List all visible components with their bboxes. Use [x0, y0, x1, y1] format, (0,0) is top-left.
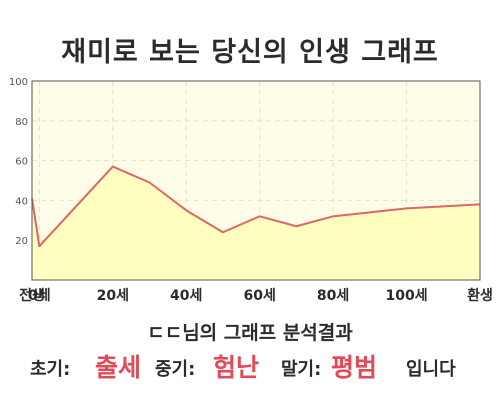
mid-label: 중기:	[155, 359, 196, 380]
x-tick-label: 20세	[97, 288, 129, 304]
ending-text: 입니다	[406, 359, 456, 380]
mid-value: 험난	[213, 353, 260, 382]
y-tick-label: 20	[15, 236, 28, 247]
page-title: 재미로 보는 당신의 인생 그래프	[61, 37, 439, 68]
summary-heading: ㄷㄷ님의 그래프 분석결과	[147, 322, 353, 344]
y-tick-label: 60	[15, 157, 28, 168]
area-fill	[32, 166, 480, 280]
x-tick-label: 0세	[28, 288, 51, 304]
x-tick-label: 60세	[243, 288, 275, 304]
early-value: 출세	[95, 353, 142, 382]
x-tick-label: 80세	[317, 288, 349, 304]
x-tick-label: 전생	[19, 287, 45, 304]
x-tick-label: 환생	[467, 287, 493, 304]
y-tick-label: 80	[15, 117, 28, 128]
late-value: 평범	[331, 353, 378, 382]
late-label: 말기:	[281, 359, 322, 380]
y-tick-label: 100	[9, 77, 28, 88]
early-label: 초기:	[30, 359, 71, 380]
life-line	[31, 165, 481, 248]
plot-frame	[31, 80, 481, 281]
summary-line: 초기: 출세 중기: 험난 말기: 평범 입니다	[0, 346, 500, 382]
x-tick-label: 40세	[170, 288, 202, 304]
y-tick-label: 40	[15, 196, 28, 207]
x-tick-label: 100세	[386, 288, 428, 304]
